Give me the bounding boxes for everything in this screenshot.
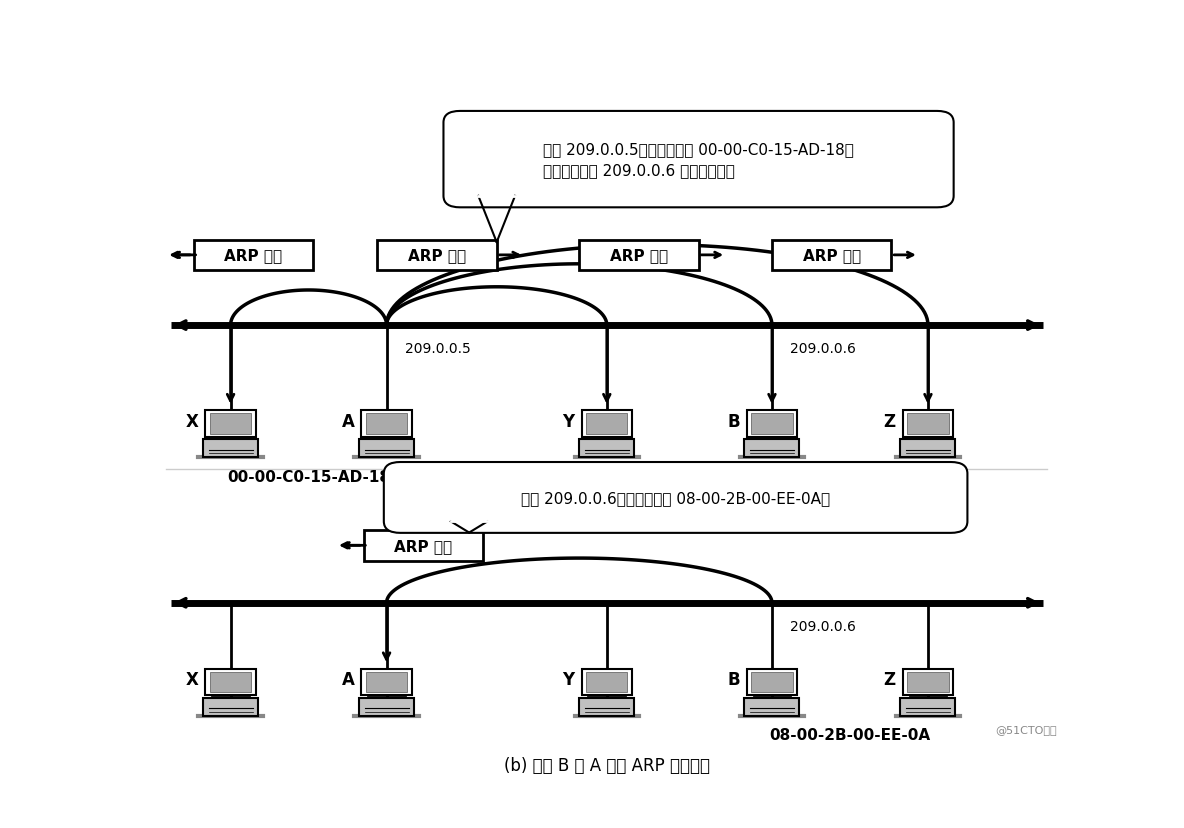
Bar [907, 672, 948, 692]
Text: A: A [342, 412, 354, 431]
Bar [902, 411, 953, 437]
Bar [359, 698, 414, 716]
Text: Y: Y [562, 412, 574, 431]
Bar [579, 698, 635, 716]
Bar [205, 411, 256, 437]
Bar [378, 240, 497, 271]
Text: Y: Y [562, 671, 574, 689]
Bar [752, 414, 792, 434]
Text: 209.0.0.6: 209.0.0.6 [791, 342, 856, 355]
Text: 209.0.0.6: 209.0.0.6 [791, 619, 856, 633]
Text: ARP 请求: ARP 请求 [803, 248, 861, 263]
Text: 209.0.0.5: 209.0.0.5 [405, 342, 471, 355]
Text: B: B [727, 412, 740, 431]
FancyBboxPatch shape [384, 463, 967, 533]
Text: X: X [186, 671, 199, 689]
Text: ARP 响应: ARP 响应 [394, 538, 452, 553]
Bar [745, 698, 799, 716]
Text: (b) 主机 B 向 A 发送 ARP 响应分组: (b) 主机 B 向 A 发送 ARP 响应分组 [504, 756, 709, 774]
Text: ARP 请求: ARP 请求 [610, 248, 668, 263]
Text: A: A [342, 671, 354, 689]
Bar [745, 440, 799, 458]
Bar [586, 414, 628, 434]
Text: (a) 主机 A 广播发送 ARP 请求分组: (a) 主机 A 广播发送 ARP 请求分组 [510, 498, 703, 516]
Bar [772, 240, 892, 271]
Bar [901, 440, 955, 458]
Text: 我是 209.0.0.5，硬件地址是 00-00-C0-15-AD-18。
我想知道主机 209.0.0.6 的硬件地址。: 我是 209.0.0.5，硬件地址是 00-00-C0-15-AD-18。 我想… [543, 142, 854, 178]
Bar [907, 414, 948, 434]
Bar [204, 698, 258, 716]
Bar [361, 411, 412, 437]
Bar [210, 414, 251, 434]
Text: Z: Z [883, 671, 896, 689]
Bar [747, 411, 797, 437]
FancyBboxPatch shape [444, 112, 953, 208]
Bar [361, 669, 412, 696]
Bar [752, 672, 792, 692]
Bar [366, 672, 407, 692]
Bar [204, 440, 258, 458]
Bar [579, 440, 635, 458]
Bar [902, 669, 953, 696]
Bar [579, 240, 699, 271]
Text: ARP 请求: ARP 请求 [408, 248, 466, 263]
Bar [581, 411, 632, 437]
Text: @51CTO博客: @51CTO博客 [995, 724, 1056, 734]
Bar [194, 240, 313, 271]
Bar [205, 669, 256, 696]
Bar [586, 672, 628, 692]
Bar [359, 440, 414, 458]
Text: Z: Z [883, 412, 896, 431]
Text: B: B [727, 671, 740, 689]
Bar [581, 669, 632, 696]
Bar [363, 531, 483, 561]
Text: 08-00-2B-00-EE-0A: 08-00-2B-00-EE-0A [770, 727, 931, 743]
Text: 我是 209.0.0.6，硬件地址是 08-00-2B-00-EE-0A。: 我是 209.0.0.6，硬件地址是 08-00-2B-00-EE-0A。 [521, 490, 830, 505]
Text: X: X [186, 412, 199, 431]
Bar [366, 414, 407, 434]
Text: 00-00-C0-15-AD-18: 00-00-C0-15-AD-18 [227, 469, 390, 484]
Bar [901, 698, 955, 716]
Bar [210, 672, 251, 692]
Text: ARP 请求: ARP 请求 [225, 248, 283, 263]
Bar [747, 669, 797, 696]
